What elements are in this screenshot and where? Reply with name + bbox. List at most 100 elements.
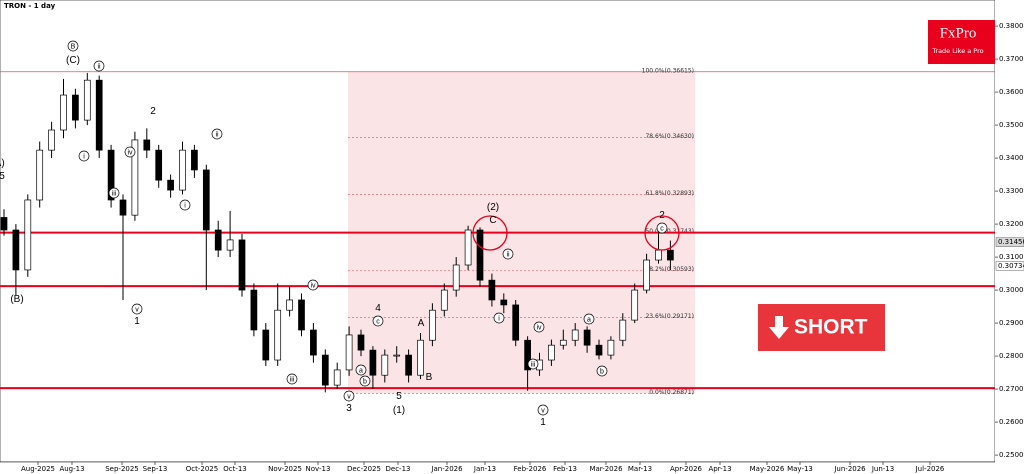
x-tick-label: Mar-2026	[589, 465, 623, 473]
wave-circle	[355, 364, 367, 376]
wave-circle	[93, 60, 105, 72]
candle-body	[286, 299, 293, 311]
wave-label: a	[359, 367, 363, 374]
fib-label: 61.8%(0.32893)	[645, 190, 694, 197]
candle-body	[214, 229, 222, 251]
wave-label: iii	[531, 361, 536, 368]
x-tick-label: Mar-13	[628, 465, 652, 473]
candle-body	[643, 259, 650, 291]
wave-label: c	[660, 225, 664, 232]
wave-circle	[596, 365, 608, 377]
candle-body	[95, 79, 103, 151]
candle-body	[36, 149, 44, 201]
candle-body	[321, 354, 329, 386]
price-label: 0.30734	[998, 262, 1024, 270]
candle-body	[667, 249, 674, 261]
wave-label: B	[426, 372, 433, 383]
wave-label: 1	[134, 316, 140, 327]
logo: FxPro	[940, 25, 977, 41]
wave-label: (B)	[10, 294, 23, 305]
wave-circle	[211, 128, 223, 140]
candle-body	[452, 264, 460, 291]
candle-body	[0, 217, 8, 231]
candle-body	[631, 289, 639, 321]
wave-circle	[78, 150, 90, 162]
button-label: SHORT	[794, 316, 868, 339]
x-tick-label: Jul-2026	[915, 465, 945, 473]
candle-body	[60, 94, 67, 131]
wave-label: i	[498, 315, 500, 322]
wave-label: 4	[375, 303, 381, 314]
wave-label: (A)	[0, 158, 5, 169]
candle-body	[619, 319, 627, 341]
candle-body	[48, 129, 55, 151]
candle-body	[488, 279, 496, 301]
wave-label: b	[600, 368, 604, 375]
wave-circle	[343, 390, 355, 402]
wave-label: 2	[150, 106, 156, 117]
wave-label: b	[363, 378, 367, 385]
wave-label: i	[184, 202, 186, 209]
candle-body	[440, 289, 448, 311]
logo-box	[928, 20, 995, 64]
x-tick-label: Apr-2026	[670, 465, 703, 473]
fib-label: 100.0%(0.36615)	[642, 67, 694, 74]
candle-body	[381, 354, 389, 376]
price-tag	[995, 237, 1024, 247]
candle-body	[512, 304, 520, 341]
candle-body	[155, 149, 163, 181]
wave-label: ii	[97, 63, 101, 70]
candle-body	[429, 309, 436, 341]
x-tick-label: May-2026	[750, 465, 785, 473]
candle-body	[12, 229, 20, 271]
arrow-icon	[769, 316, 789, 339]
wave-circle	[179, 199, 191, 211]
wave-label: C	[489, 215, 496, 226]
x-tick-label: Feb-13	[553, 465, 577, 473]
x-tick-label: Nov-2025	[268, 465, 302, 473]
fib-label: 38.2%(0.30593)	[645, 266, 694, 273]
wave-circle	[533, 321, 545, 333]
wave-label: (1)	[393, 405, 405, 416]
highlight-circle	[472, 215, 508, 251]
wave-label: c	[376, 318, 380, 325]
x-tick-label: Apr-13	[708, 465, 731, 473]
candle-body	[393, 354, 401, 357]
wave-label: iv	[127, 149, 133, 156]
candle-body	[345, 334, 353, 371]
wave-label: 1	[540, 417, 546, 428]
candle-body	[202, 169, 210, 231]
candle-body	[107, 149, 115, 201]
x-tick-label: Jun-2026	[833, 465, 866, 473]
x-tick-label: Feb-2026	[514, 465, 547, 473]
candle-body	[262, 329, 270, 361]
x-tick-label: Sep-2025	[105, 465, 139, 473]
wave-label: v	[135, 306, 139, 313]
wave-circle	[583, 313, 595, 325]
x-tick-label: Oct-13	[223, 465, 247, 473]
wave-circle	[537, 404, 549, 416]
tagline: Trade Like a Pro	[931, 47, 983, 55]
candle-body	[357, 334, 365, 351]
wave-label: iii	[112, 190, 117, 197]
wave-label: 5	[0, 171, 5, 182]
wave-label: (C)	[66, 55, 80, 66]
x-tick-label: Aug-13	[59, 465, 84, 473]
candle-body	[524, 339, 531, 371]
wave-label: i	[83, 153, 85, 160]
wave-label: iv	[536, 324, 542, 331]
wave-circle	[502, 248, 514, 260]
wave-label: iv	[310, 282, 316, 289]
wave-circle	[493, 312, 505, 324]
x-tick-label: Dec-2025	[347, 465, 381, 473]
candle-body	[250, 289, 258, 331]
